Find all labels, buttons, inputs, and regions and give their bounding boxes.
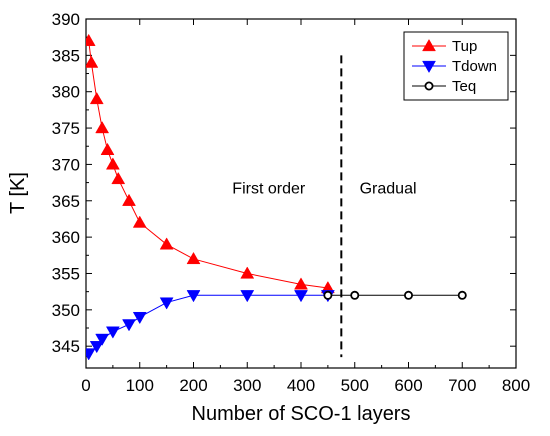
point-tup [294, 277, 308, 290]
series-line-tup [88, 40, 328, 289]
point-tdown [132, 311, 147, 325]
annotation-0: First order [232, 181, 306, 198]
x-tick-label: 0 [81, 376, 90, 395]
point-tup [86, 55, 99, 68]
point-teq [403, 290, 413, 300]
point-tup [111, 171, 126, 185]
y-tick-label: 355 [52, 264, 80, 283]
x-tick-label: 400 [287, 376, 315, 395]
legend: Tup Tdown Teq [403, 31, 509, 101]
point-tdown [294, 290, 308, 303]
point-tup [159, 237, 174, 250]
point-tdown [122, 319, 136, 332]
legend-label: Teq [452, 78, 476, 95]
legend-marker [424, 81, 434, 91]
x-axis-label: Number of SCO-1 layers [192, 403, 411, 425]
y-tick-label: 365 [52, 192, 80, 211]
x-tick-label: 300 [233, 376, 261, 395]
x-tick-label: 800 [502, 376, 530, 395]
series-tup [86, 33, 335, 294]
point-tup [100, 142, 115, 155]
annotations: First order Gradual [232, 55, 417, 358]
point-tup [240, 266, 255, 279]
legend-label: Tdown [452, 58, 497, 75]
series-line-tdown [88, 294, 328, 354]
point-tdown [186, 290, 201, 303]
annotation-1: Gradual [360, 181, 417, 198]
point-tdown [159, 297, 174, 310]
y-tick-label: 360 [52, 228, 80, 247]
x-tick-label: 100 [126, 376, 154, 395]
legend-label: Tup [452, 38, 477, 55]
y-tick-label: 350 [52, 301, 80, 320]
series-layer [86, 33, 467, 361]
x-tick-label: 500 [341, 376, 369, 395]
x-tick-label: 700 [448, 376, 476, 395]
point-teq [350, 290, 360, 300]
point-teq [457, 290, 467, 300]
point-tup [95, 121, 110, 134]
point-tdown [240, 290, 255, 303]
y-tick-label: 375 [52, 119, 80, 138]
tick-labels: 0 100 200 300 400 500 600 700 800 345 350 355 360 365… [52, 10, 531, 395]
y-tick-label: 370 [52, 155, 80, 174]
point-tdown [89, 341, 104, 354]
point-tdown [95, 333, 110, 346]
axis-ticks [85, 18, 517, 368]
y-tick-label: 390 [52, 10, 80, 29]
point-tup [186, 251, 201, 265]
series-tdown [86, 290, 335, 361]
y-tick-label: 345 [52, 337, 80, 356]
legend-marker [422, 60, 436, 74]
legend-marker [422, 38, 436, 52]
point-teq [323, 290, 333, 300]
point-tup [89, 91, 104, 105]
x-tick-label: 200 [179, 376, 207, 395]
point-tdown [105, 326, 120, 339]
y-tick-label: 380 [52, 83, 80, 102]
point-tdown [86, 348, 96, 361]
x-tick-label: 600 [394, 376, 422, 395]
point-tup [122, 193, 136, 206]
y-axis-label: T [K] [7, 172, 29, 214]
point-tup [105, 157, 120, 170]
series-teq [323, 290, 467, 300]
point-tup [132, 215, 147, 228]
y-tick-label: 385 [52, 46, 80, 65]
point-tup [86, 33, 96, 46]
